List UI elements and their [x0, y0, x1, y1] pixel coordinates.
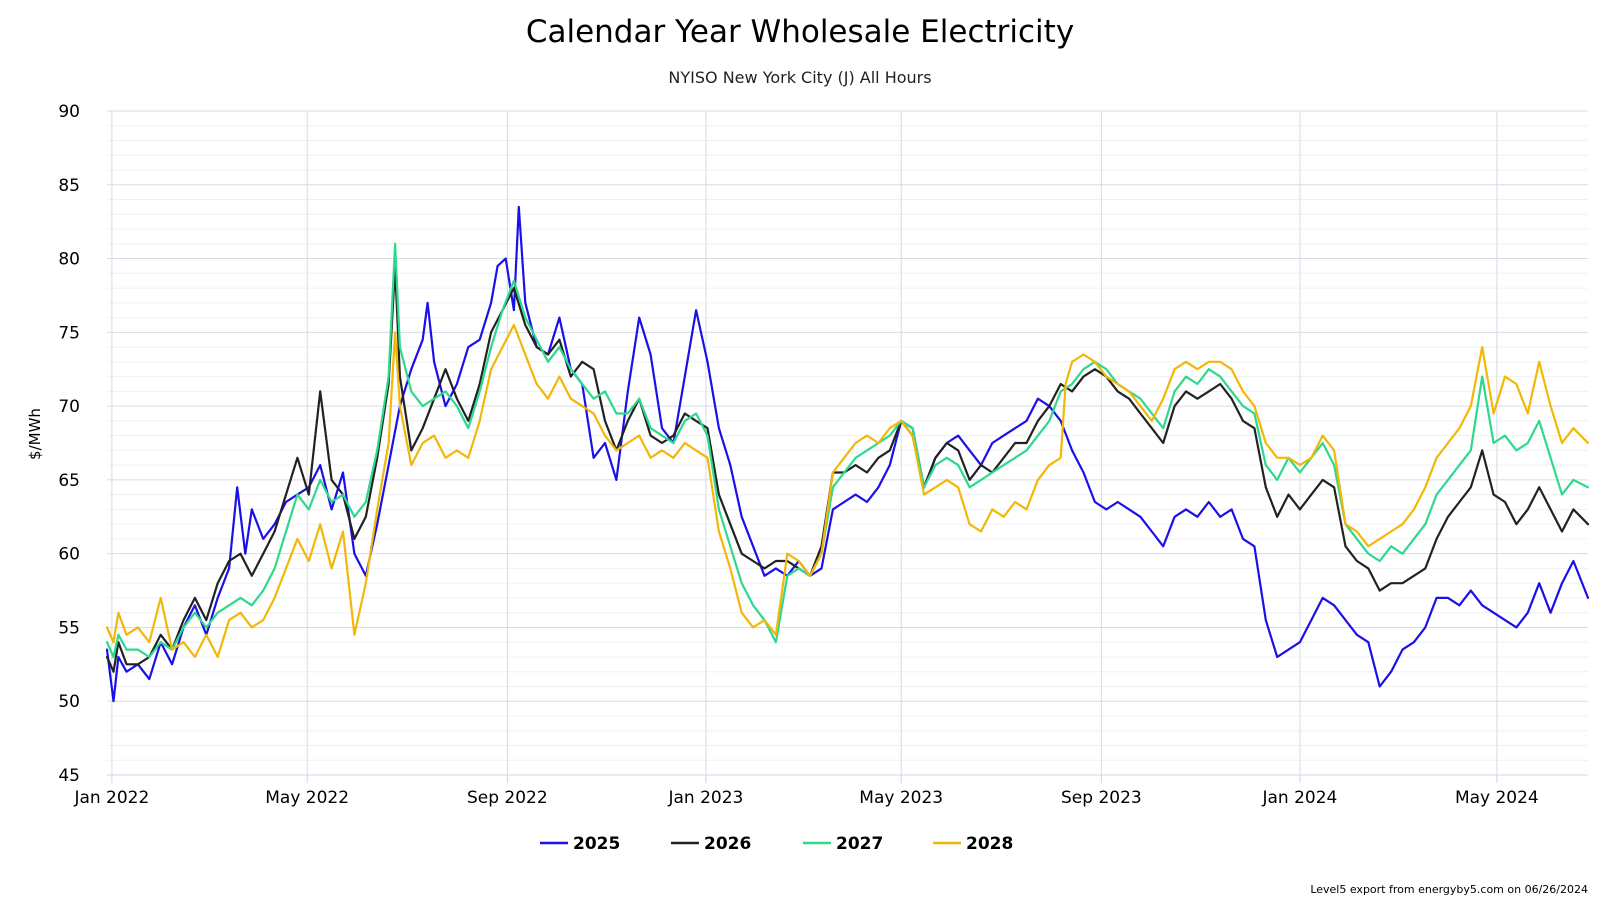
x-tick-label: Sep 2023: [1061, 788, 1142, 808]
y-tick-label: 75: [58, 323, 80, 343]
y-axis-label: $/MWh: [26, 408, 44, 460]
y-tick-label: 90: [58, 102, 80, 122]
y-tick-label: 70: [58, 397, 80, 417]
axes: 45 50 55 60 65 70 75 80 85 90 Jan 2022 May 2022 Sep …: [58, 102, 1588, 808]
series-line-2028: [105, 323, 1590, 659]
series-line-2027: [105, 242, 1590, 659]
y-tick-label: 65: [58, 471, 80, 491]
x-tick-label: May 2023: [859, 788, 943, 808]
export-credit: Level5 export from energyby5.com on 06/2…: [1310, 883, 1588, 896]
legend-label-2028: 2028: [966, 834, 1013, 854]
y-tick-label: 45: [58, 766, 80, 786]
x-tick-label: Sep 2022: [467, 788, 548, 808]
x-tick-label: May 2024: [1455, 788, 1539, 808]
y-tick-label: 50: [58, 692, 80, 712]
y-tick-label: 85: [58, 176, 80, 196]
x-tick-label: Jan 2024: [1261, 788, 1337, 808]
chart-subtitle: NYISO New York City (J) All Hours: [668, 68, 931, 87]
legend-label-2026: 2026: [704, 834, 751, 854]
chart-title: Calendar Year Wholesale Electricity: [526, 14, 1074, 50]
series-lines: [105, 205, 1590, 703]
grid: [107, 110, 1588, 776]
y-tick-label: 55: [58, 618, 80, 638]
series-line-2025: [105, 205, 1590, 703]
legend: 2025 2026 2027 2028: [540, 834, 1013, 854]
y-tick-label: 80: [58, 250, 80, 270]
x-tick-label: May 2022: [265, 788, 349, 808]
legend-label-2025: 2025: [573, 834, 620, 854]
x-tick-label: Jan 2022: [73, 788, 149, 808]
y-tick-label: 60: [58, 545, 80, 565]
legend-label-2027: 2027: [836, 834, 883, 854]
x-tick-label: Jan 2023: [667, 788, 743, 808]
